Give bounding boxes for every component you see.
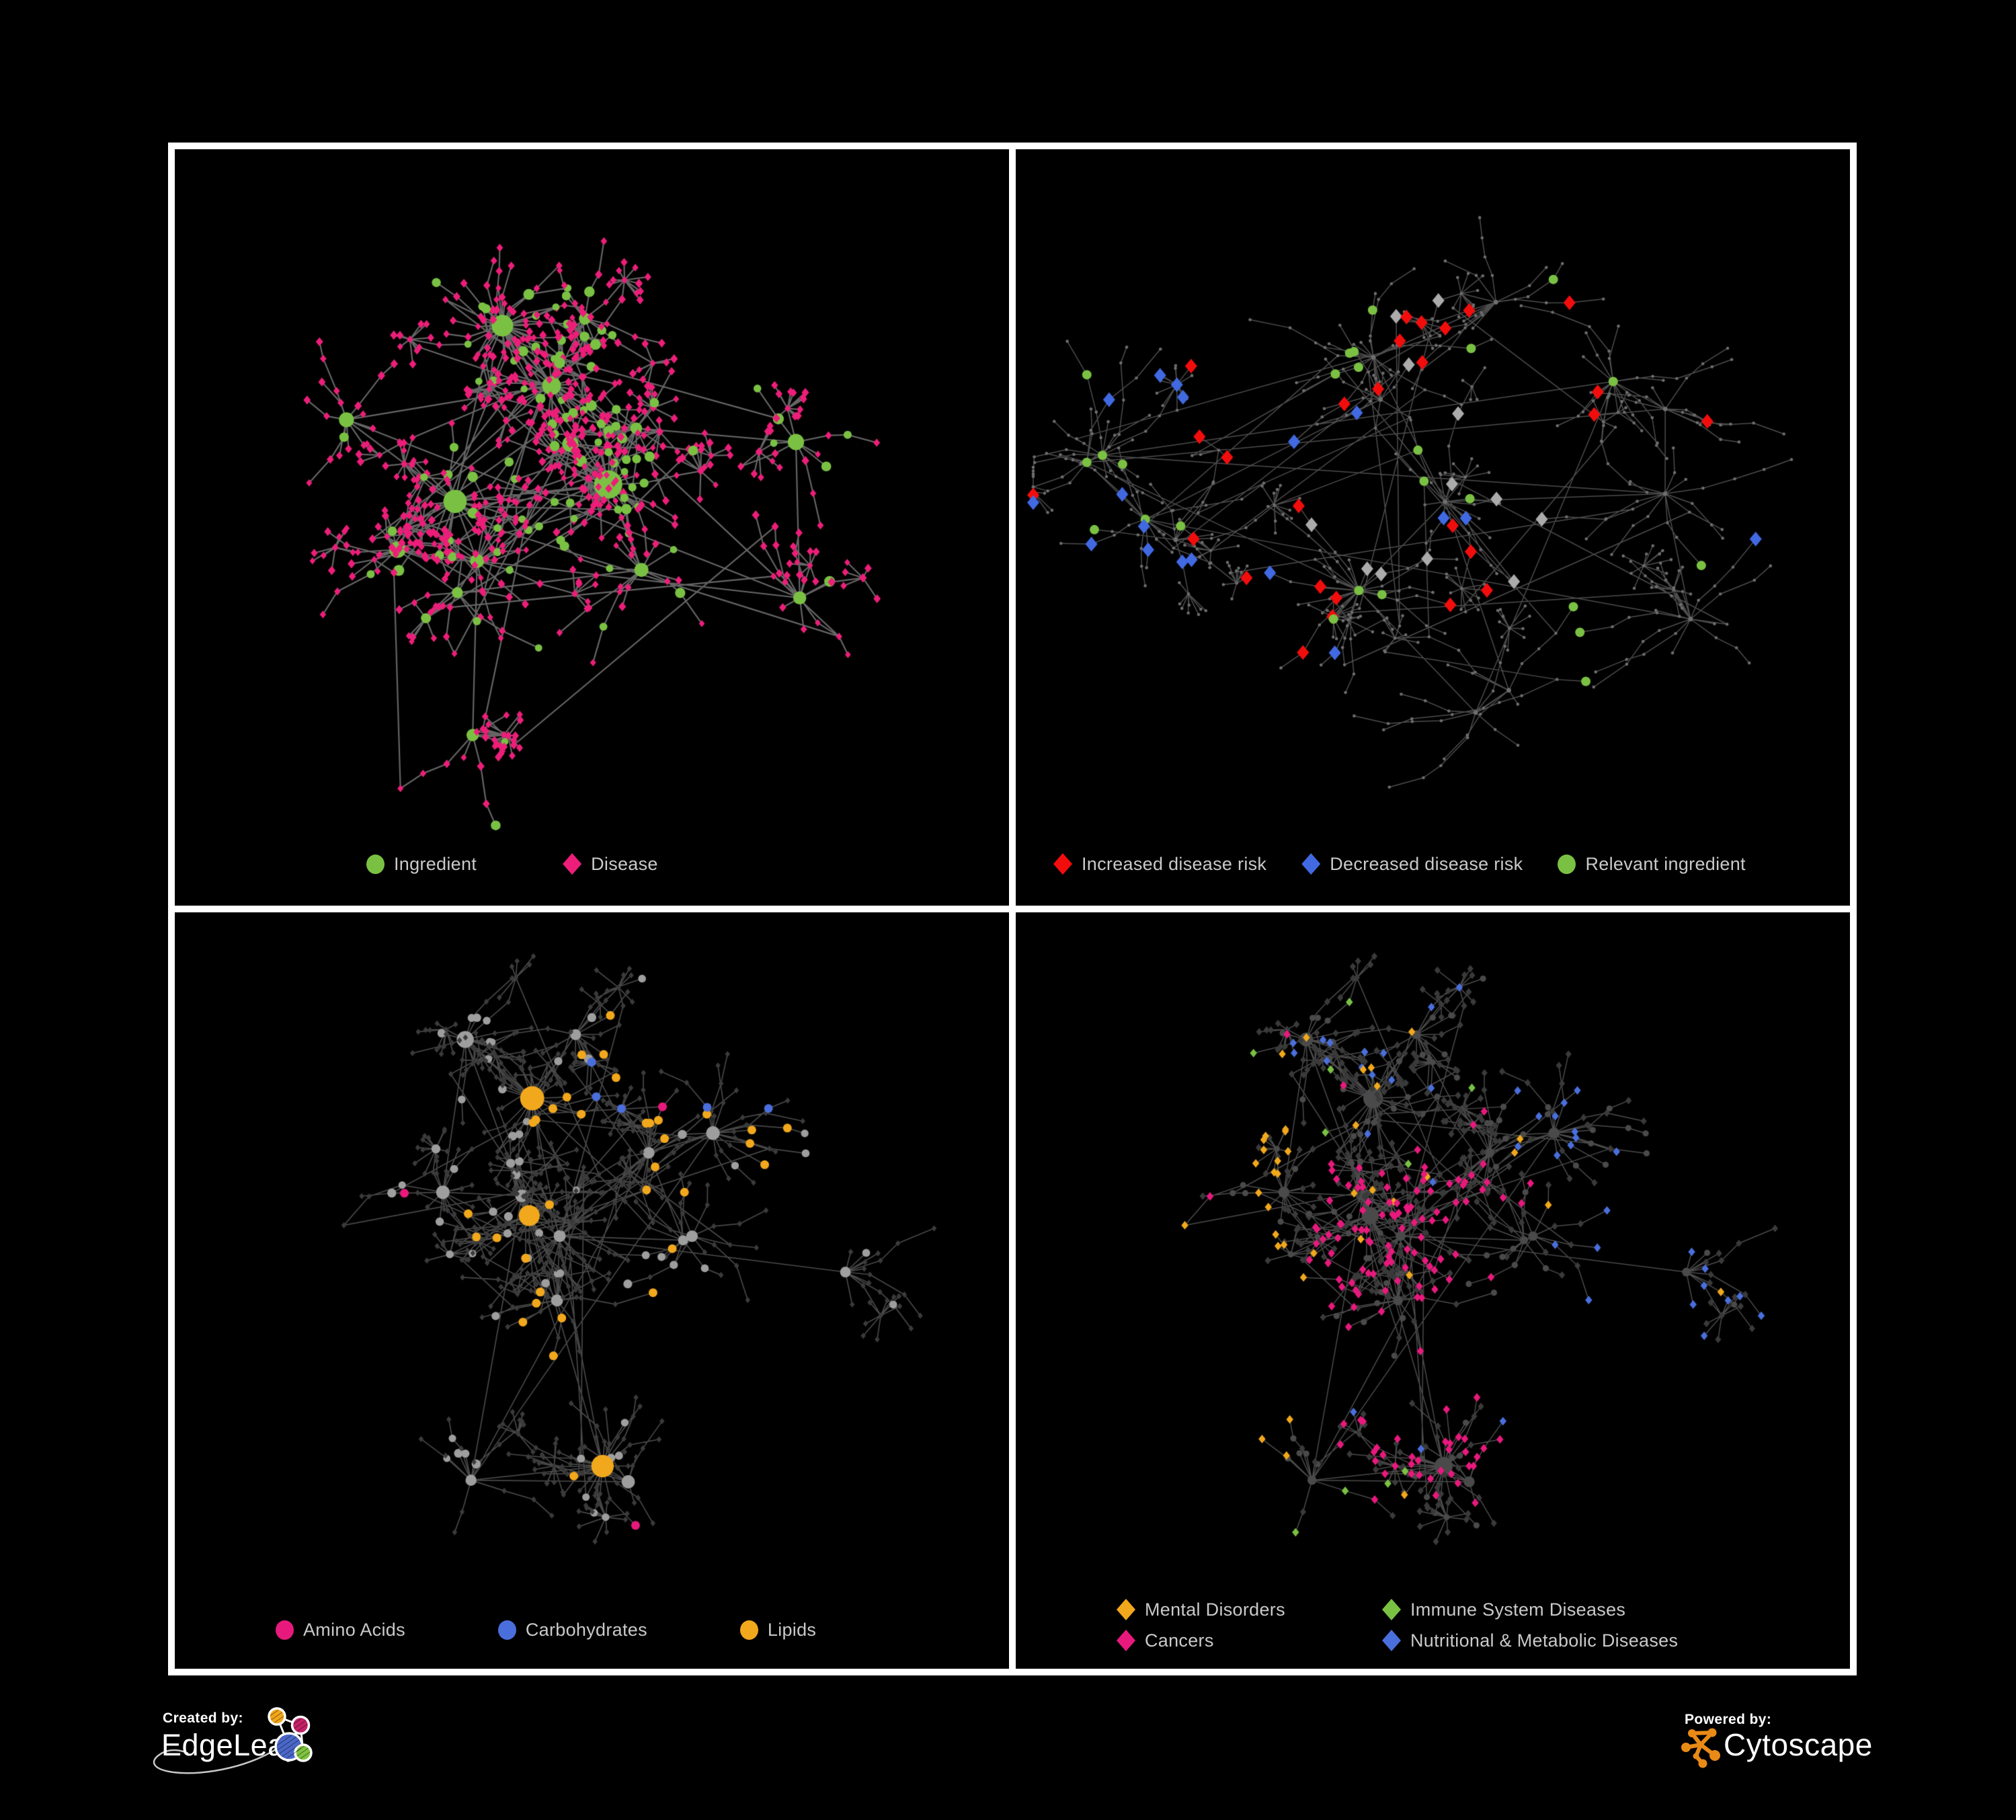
legend-item-disease: Disease (563, 853, 658, 875)
panel-disease-classes: Mental Disorders Immune System Diseases Ca… (1016, 912, 1850, 1669)
legend-label: Decreased disease risk (1330, 853, 1523, 874)
legend-label: Carbohydrates (525, 1620, 647, 1640)
diamond-marker (1382, 1630, 1401, 1651)
diamond-marker (1117, 1630, 1135, 1651)
cytoscape-wordmark: Cytoscape (1724, 1727, 1873, 1762)
legend-item-amino-acids: Amino Acids (276, 1620, 405, 1640)
edgeleap-swoosh (153, 1743, 284, 1774)
legend-label: Ingredient (394, 853, 477, 874)
diamond-marker (1117, 1599, 1135, 1620)
legend-label: Increased disease risk (1082, 853, 1267, 874)
network-canvas-nutrient-classes (175, 912, 1009, 1669)
legend-label: Mental Disorders (1145, 1599, 1285, 1620)
cytoscape-logo-icon (1681, 1728, 1720, 1768)
legend-label: Amino Acids (303, 1620, 405, 1640)
legend-label: Relevant ingredient (1585, 853, 1746, 874)
panel-ingredient-disease: Ingredient Disease (175, 149, 1009, 906)
circle-marker (739, 1620, 758, 1640)
cytoscape-brand-block: Powered by: Cytoscape (1681, 1709, 1909, 1783)
circle-marker (497, 1620, 516, 1640)
legend-disease-risk: Increased disease risk Decreased disease … (1016, 853, 1850, 875)
legend-item-decreased-disease-risk: Decreased disease risk (1301, 853, 1523, 875)
legend-ingredient-disease: Ingredient Disease (175, 853, 1009, 875)
panel-nutrient-classes: Amino Acids Carbohydrates Lipids (175, 912, 1009, 1669)
network-canvas-disease-risk (1016, 149, 1850, 906)
powered-by-label: Powered by: (1685, 1712, 1772, 1727)
legend-label: Disease (591, 853, 658, 874)
diamond-marker (1301, 853, 1321, 875)
panel-disease-risk: Increased disease risk Decreased disease … (1016, 149, 1850, 906)
diamond-marker (1053, 853, 1072, 875)
legend-item-mental-disorders: Mental Disorders (1117, 1599, 1348, 1620)
legend-label: Lipids (767, 1620, 817, 1640)
legend-item-lipids: Lipids (739, 1620, 817, 1640)
legend-disease-classes: Mental Disorders Immune System Diseases Ca… (1016, 1599, 1850, 1651)
network-canvas-disease-classes (1016, 912, 1850, 1669)
circle-marker (1558, 854, 1576, 874)
legend-item-carbohydrates: Carbohydrates (497, 1620, 647, 1640)
legend-label: Cancers (1145, 1630, 1214, 1651)
legend-item-increased-disease-risk: Increased disease risk (1053, 853, 1266, 875)
legend-nutrient-classes: Amino Acids Carbohydrates Lipids (175, 1620, 1009, 1640)
edgeleap-brand-block: Created by: EdgeLeap (152, 1706, 354, 1787)
panels-grid: Ingredient Disease Increased disease risk… (168, 143, 1857, 1675)
network-canvas-ingredient-disease (175, 149, 1009, 906)
legend-item-immune-system-diseases: Immune System Diseases (1382, 1599, 1759, 1620)
legend-label: Nutritional & Metabolic Diseases (1410, 1630, 1679, 1651)
created-by-label: Created by: (163, 1710, 243, 1726)
legend-item-cancers: Cancers (1117, 1630, 1348, 1651)
legend-label: Immune System Diseases (1410, 1599, 1626, 1620)
diamond-marker (563, 853, 582, 875)
circle-marker (366, 854, 385, 874)
legend-item-ingredient: Ingredient (366, 854, 477, 875)
edgeleap-logo-icon (268, 1707, 313, 1762)
legend-item-nutritional-metabolic-diseases: Nutritional & Metabolic Diseases (1382, 1630, 1759, 1651)
legend-item-relevant-ingredient: Relevant ingredient (1558, 853, 1746, 875)
diamond-marker (1382, 1599, 1401, 1620)
circle-marker (276, 1620, 294, 1640)
